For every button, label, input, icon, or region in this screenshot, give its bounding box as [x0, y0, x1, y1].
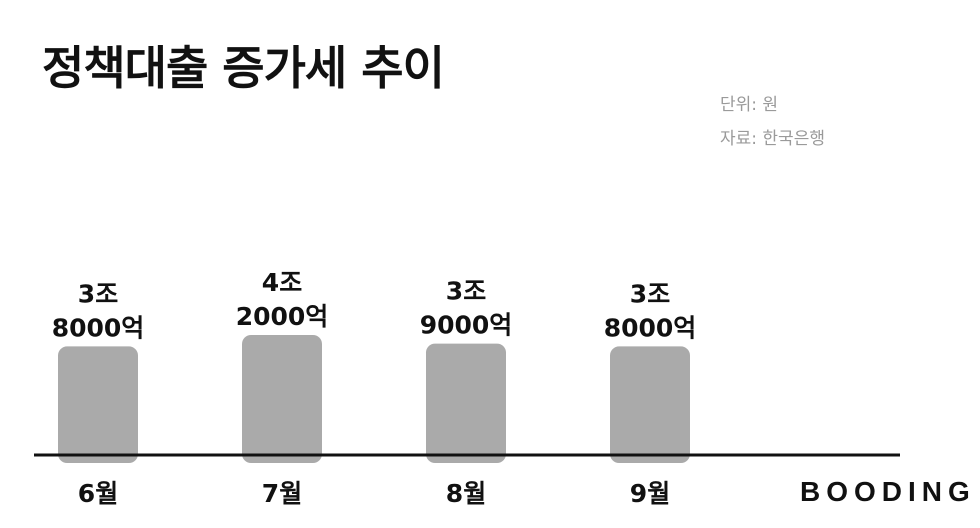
data-label-4-line-2: 8000억: [604, 313, 697, 342]
x-tick-label-4: 9월: [630, 479, 670, 508]
bar-4: [610, 346, 690, 463]
data-label-1-line-1: 3조: [78, 279, 118, 308]
chart-title: 정책대출 증가세 추이: [42, 41, 445, 95]
bars-layer: [58, 335, 690, 463]
data-label-3-line-1: 3조: [446, 277, 486, 306]
bar-1: [58, 346, 138, 463]
data-label-2-line-1: 4조: [262, 268, 302, 297]
bar-2: [242, 335, 322, 463]
data-labels-layer: 3조 8000억 4조 2000억 3조 9000억 3조 8000억: [52, 268, 697, 342]
x-tick-labels-layer: 6월 7월 8월 9월: [78, 479, 670, 508]
brand-logo: BOODING: [800, 476, 976, 507]
data-label-3-line-2: 9000억: [420, 311, 513, 340]
unit-label: 단위: 원: [720, 95, 779, 115]
data-label-1-line-2: 8000억: [52, 313, 145, 342]
x-tick-label-2: 7월: [262, 479, 302, 508]
x-tick-label-1: 6월: [78, 479, 118, 508]
bar-3: [426, 343, 506, 463]
data-label-4-line-1: 3조: [630, 279, 670, 308]
source-label: 자료: 한국은행: [720, 129, 825, 149]
data-label-2-line-2: 2000억: [236, 302, 329, 331]
x-tick-label-3: 8월: [446, 479, 486, 508]
